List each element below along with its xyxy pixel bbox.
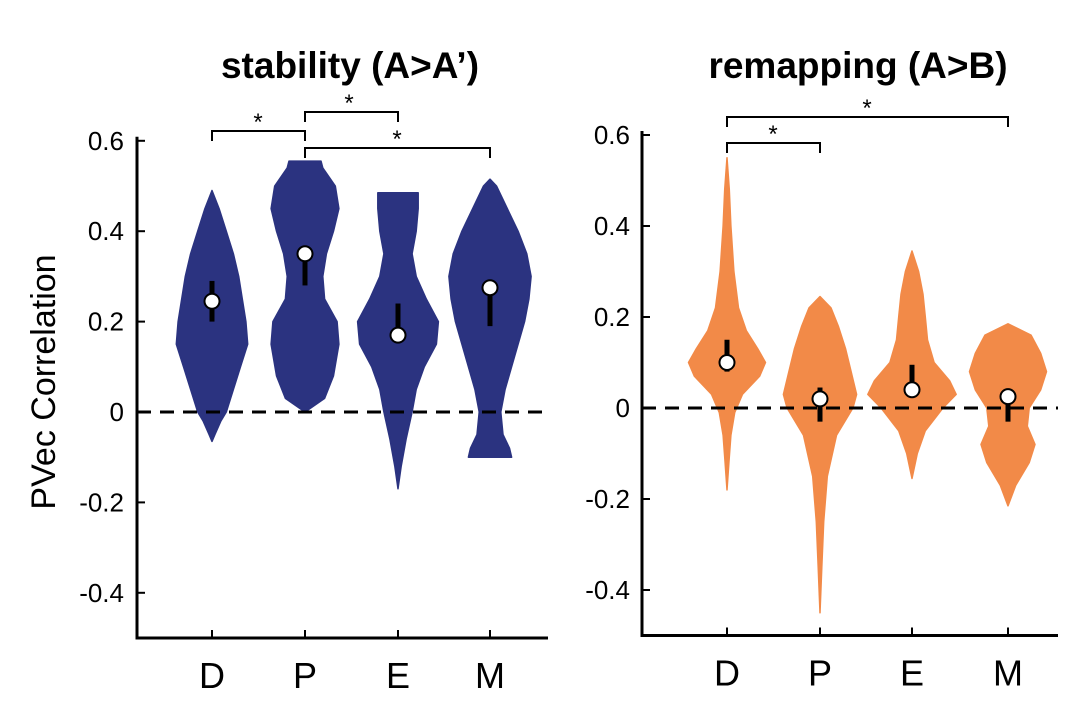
median-marker-D bbox=[718, 354, 736, 371]
significance-star: * bbox=[344, 90, 353, 117]
y-tick-label: 0 bbox=[110, 397, 124, 427]
median-marker-P bbox=[811, 390, 829, 408]
y-tick-label: 0 bbox=[616, 393, 630, 423]
x-tick-label: E bbox=[386, 655, 410, 696]
median-marker-D bbox=[203, 292, 221, 310]
y-tick-label: 0.6 bbox=[88, 126, 124, 156]
significance-bracket bbox=[211, 130, 306, 141]
x-tick-label: P bbox=[808, 653, 832, 694]
y-tick-label: 0.2 bbox=[88, 307, 124, 337]
significance-bracket bbox=[304, 111, 399, 122]
median-marker-E bbox=[903, 381, 921, 399]
y-tick-label: -0.2 bbox=[79, 487, 124, 517]
x-tick-label: D bbox=[714, 653, 740, 694]
y-tick-label: -0.2 bbox=[585, 484, 630, 514]
y-tick-label: 0.4 bbox=[594, 211, 630, 241]
significance-star: * bbox=[768, 121, 777, 148]
x-tick-label: M bbox=[993, 653, 1023, 694]
significance-star: * bbox=[392, 126, 401, 153]
chart-title: remapping (A>B) bbox=[708, 45, 1007, 86]
y-tick-label: -0.4 bbox=[585, 575, 630, 605]
violin-E bbox=[867, 250, 957, 480]
y-tick-label: 0.2 bbox=[594, 302, 630, 332]
y-tick-label: -0.4 bbox=[79, 578, 124, 608]
violin-P bbox=[782, 295, 858, 614]
chart-panel-1: stability (A>A’) PVec Correlation 0.6 0.4 0.… bbox=[25, 45, 548, 696]
significance-bracket bbox=[726, 116, 1009, 127]
violin-D bbox=[687, 156, 767, 491]
median-marker-M bbox=[481, 279, 499, 297]
x-tick-label: M bbox=[475, 655, 505, 696]
violin-P bbox=[270, 160, 340, 413]
significance-bracket bbox=[304, 147, 491, 158]
x-tick-label: E bbox=[900, 653, 924, 694]
y-tick-label: 0.6 bbox=[594, 120, 630, 150]
median-marker-M bbox=[999, 388, 1017, 406]
chart-title: stability (A>A’) bbox=[221, 45, 479, 86]
x-tick-label: P bbox=[293, 655, 317, 696]
significance-star: * bbox=[253, 109, 262, 136]
significance-bracket bbox=[726, 142, 821, 153]
median-marker-E bbox=[389, 326, 407, 344]
y-axis-label: PVec Correlation bbox=[25, 254, 63, 509]
y-tick-label: 0.4 bbox=[88, 216, 124, 246]
chart-panel-2: remapping (A>B) 0.6 0.4 0.2 0 -0.2 -0.4 D P E M * * bbox=[585, 45, 1058, 694]
x-tick-label: D bbox=[199, 655, 225, 696]
median-marker-P bbox=[296, 245, 314, 263]
significance-star: * bbox=[862, 95, 871, 122]
